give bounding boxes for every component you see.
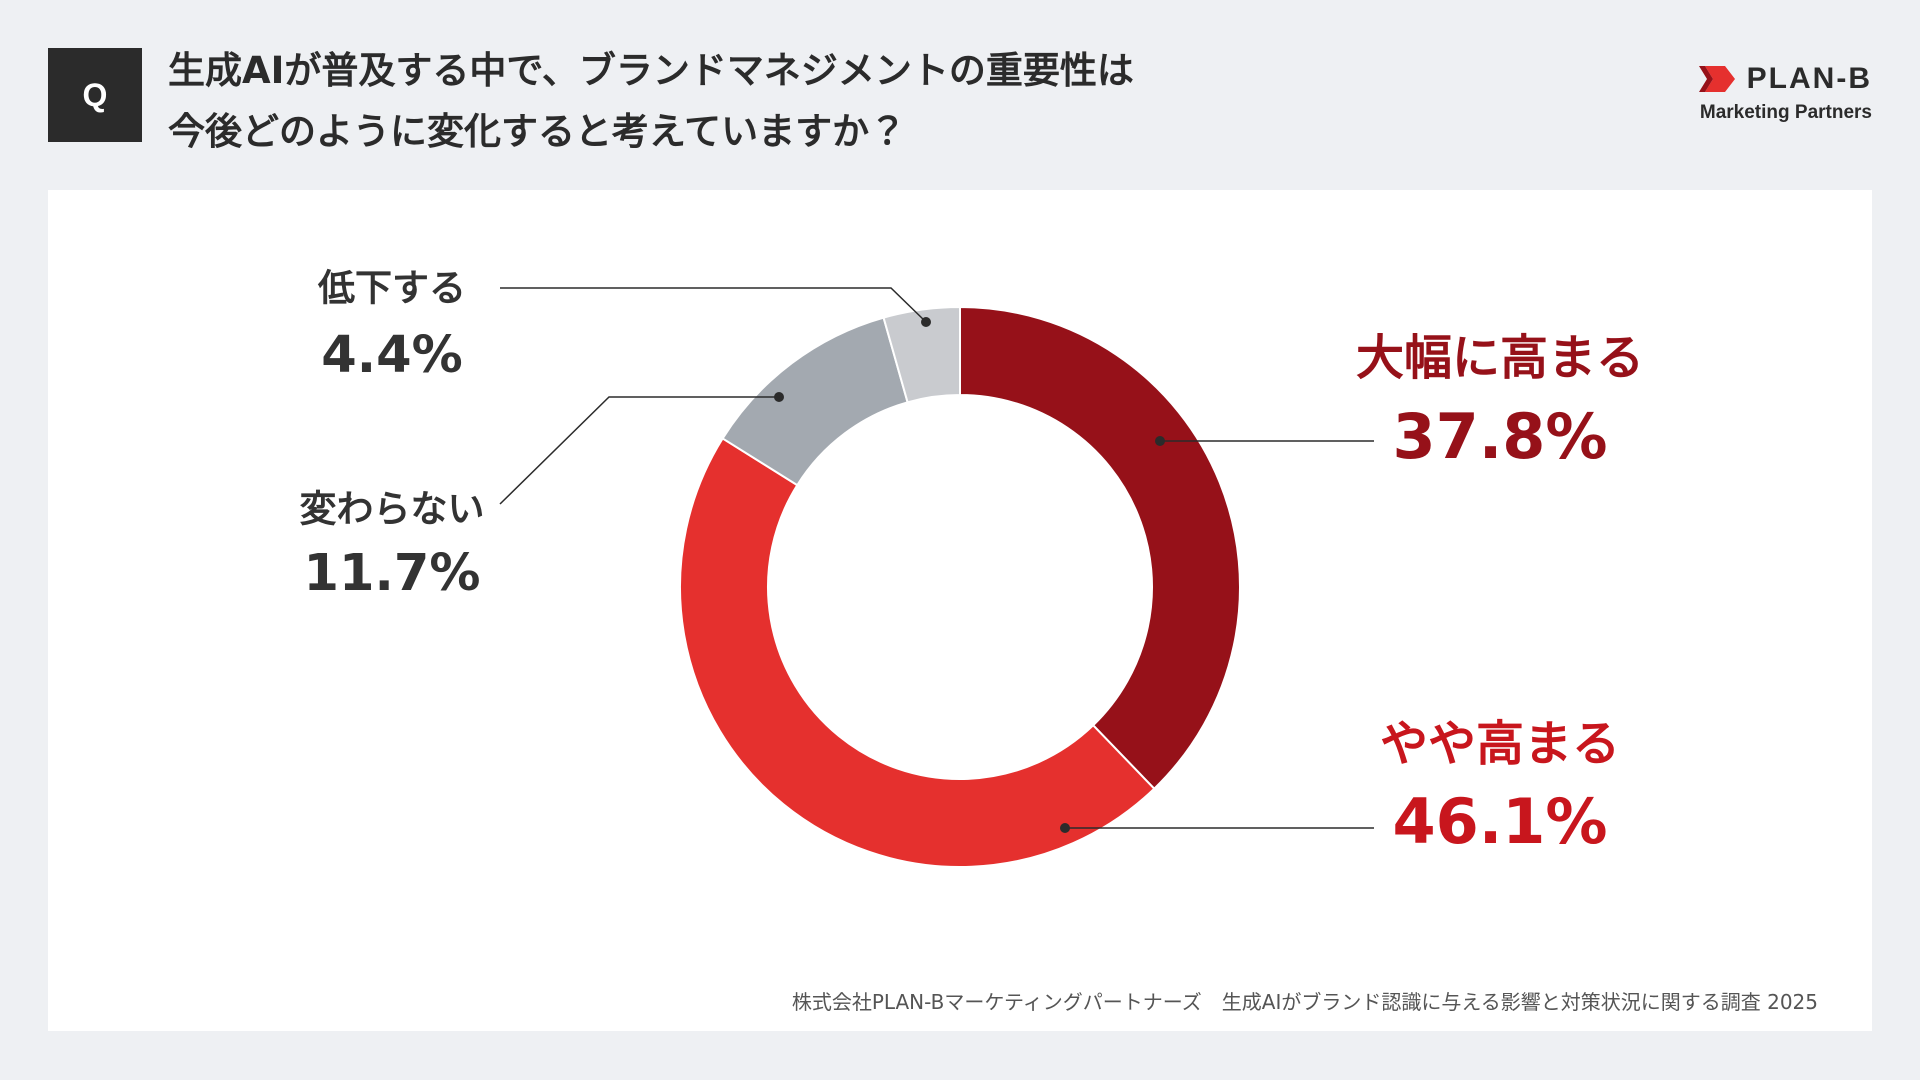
leader-line bbox=[500, 287, 927, 323]
value-label: 11.7% bbox=[304, 544, 481, 603]
category-label: やや高まる bbox=[1380, 716, 1620, 772]
logo-icon bbox=[1698, 66, 1735, 92]
leader-dot bbox=[1155, 436, 1165, 446]
question: 生成AIが普及する中で、ブランドマネジメントの重要性は 今後どのように変化すると… bbox=[168, 40, 1134, 162]
logo-name: PLAN-B bbox=[1746, 62, 1872, 95]
leader-dot bbox=[774, 392, 784, 402]
question-line: 今後どのように変化すると考えていますか？ bbox=[168, 110, 907, 153]
logo-name-row: PLAN-B bbox=[1697, 62, 1872, 96]
leader-line bbox=[499, 396, 779, 505]
leader-dot bbox=[1060, 823, 1070, 833]
value-label: 4.4% bbox=[321, 326, 462, 385]
donut-slice bbox=[679, 437, 1156, 868]
donut-slice bbox=[959, 305, 1241, 791]
value-label: 46.1% bbox=[1392, 785, 1607, 858]
leader-dot bbox=[921, 317, 931, 327]
logo: PLAN-B Marketing Partners bbox=[1697, 62, 1872, 124]
logo-tagline: Marketing Partners bbox=[1699, 102, 1872, 123]
value-label: 37.8% bbox=[1392, 400, 1607, 473]
category-label: 変わらない bbox=[300, 488, 485, 531]
question-line: 生成AIが普及する中で、ブランドマネジメントの重要性は bbox=[168, 49, 1134, 92]
question-badge: Q bbox=[48, 48, 142, 142]
category-label: 大幅に高まる bbox=[1356, 330, 1644, 386]
source: 株式会社PLAN-Bマーケティングパートナーズ 生成AIがブランド認識に与える影… bbox=[791, 990, 1818, 1014]
donut-slice bbox=[882, 305, 961, 404]
category-label: 低下する bbox=[317, 267, 466, 310]
